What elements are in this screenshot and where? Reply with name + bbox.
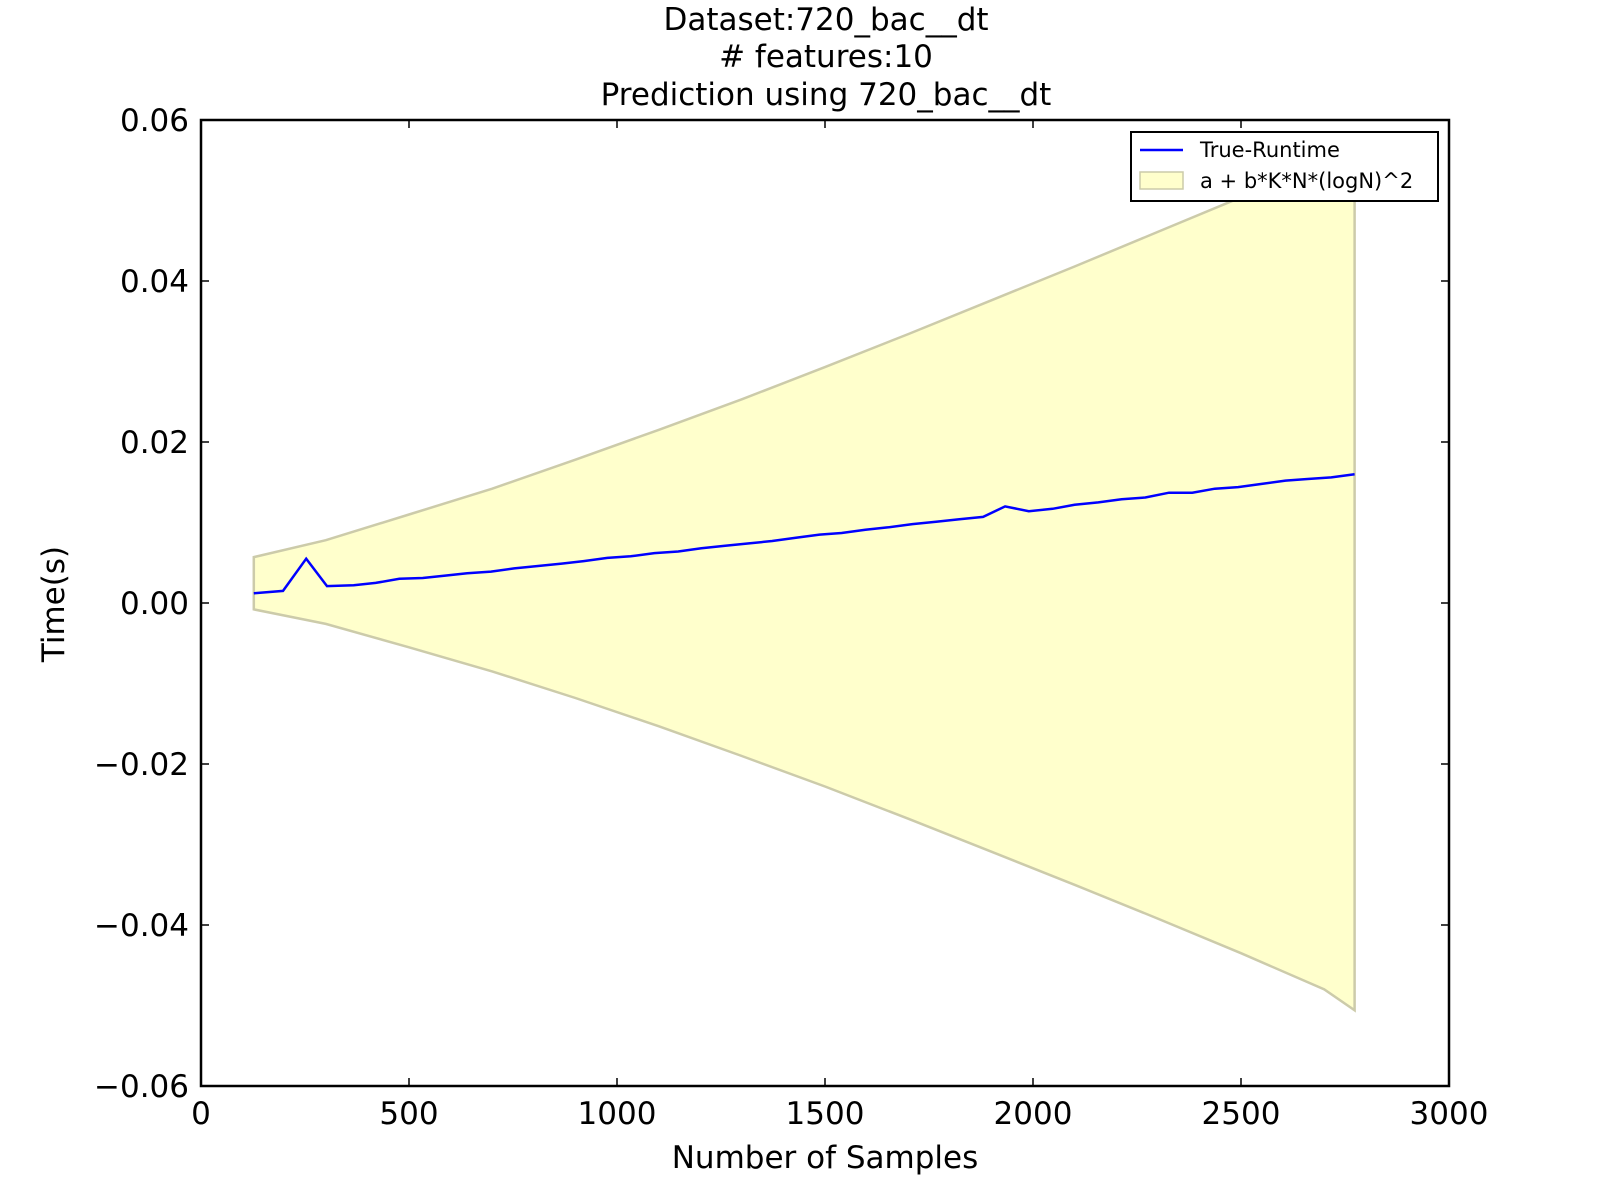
- y-axis-label: Time(s): [36, 546, 72, 663]
- legend-label-true-runtime: True-Runtime: [1199, 138, 1340, 162]
- legend-label-model-band: a + b*K*N*(logN)^2: [1200, 169, 1413, 193]
- chart-title: Dataset:720_bac__dt # features:10 Predic…: [601, 2, 1052, 113]
- chart-title-line-1: Dataset:720_bac__dt: [663, 2, 988, 38]
- legend: True-Runtime a + b*K*N*(logN)^2: [1130, 131, 1439, 202]
- y-tick-label: −0.04: [94, 908, 189, 944]
- prediction-band: [252, 145, 1356, 1013]
- plot-area: [252, 145, 1356, 1013]
- y-tick-label: −0.06: [94, 1069, 189, 1105]
- chart-title-line-2: # features:10: [719, 39, 933, 75]
- y-tick-label: 0.02: [120, 425, 189, 461]
- x-tick-label: 500: [379, 1096, 438, 1132]
- x-tick-label: 2000: [994, 1096, 1073, 1132]
- legend-swatch-model-band: [1139, 171, 1184, 190]
- y-tick-label: −0.02: [94, 747, 189, 783]
- x-tick-label: 1500: [786, 1096, 865, 1132]
- axis-ticks: 0 500 1000 1500 2000 2500 3000 −0.06 −0.04 −0.02 0…: [94, 103, 1488, 1132]
- y-tick-label: 0.06: [120, 103, 189, 139]
- y-tick-label: 0.00: [120, 586, 189, 622]
- x-tick-label: 2500: [1202, 1096, 1281, 1132]
- x-tick-label: 1000: [578, 1096, 657, 1132]
- x-axis-label: Number of Samples: [672, 1140, 979, 1176]
- series-line-true-runtime: [253, 472, 1355, 595]
- chart-title-line-3: Prediction using 720_bac__dt: [601, 77, 1052, 113]
- x-tick-label: 3000: [1410, 1096, 1489, 1132]
- y-tick-label: 0.04: [120, 264, 189, 300]
- plot-frame: [199, 118, 1451, 1088]
- x-tick-label: 0: [191, 1096, 211, 1132]
